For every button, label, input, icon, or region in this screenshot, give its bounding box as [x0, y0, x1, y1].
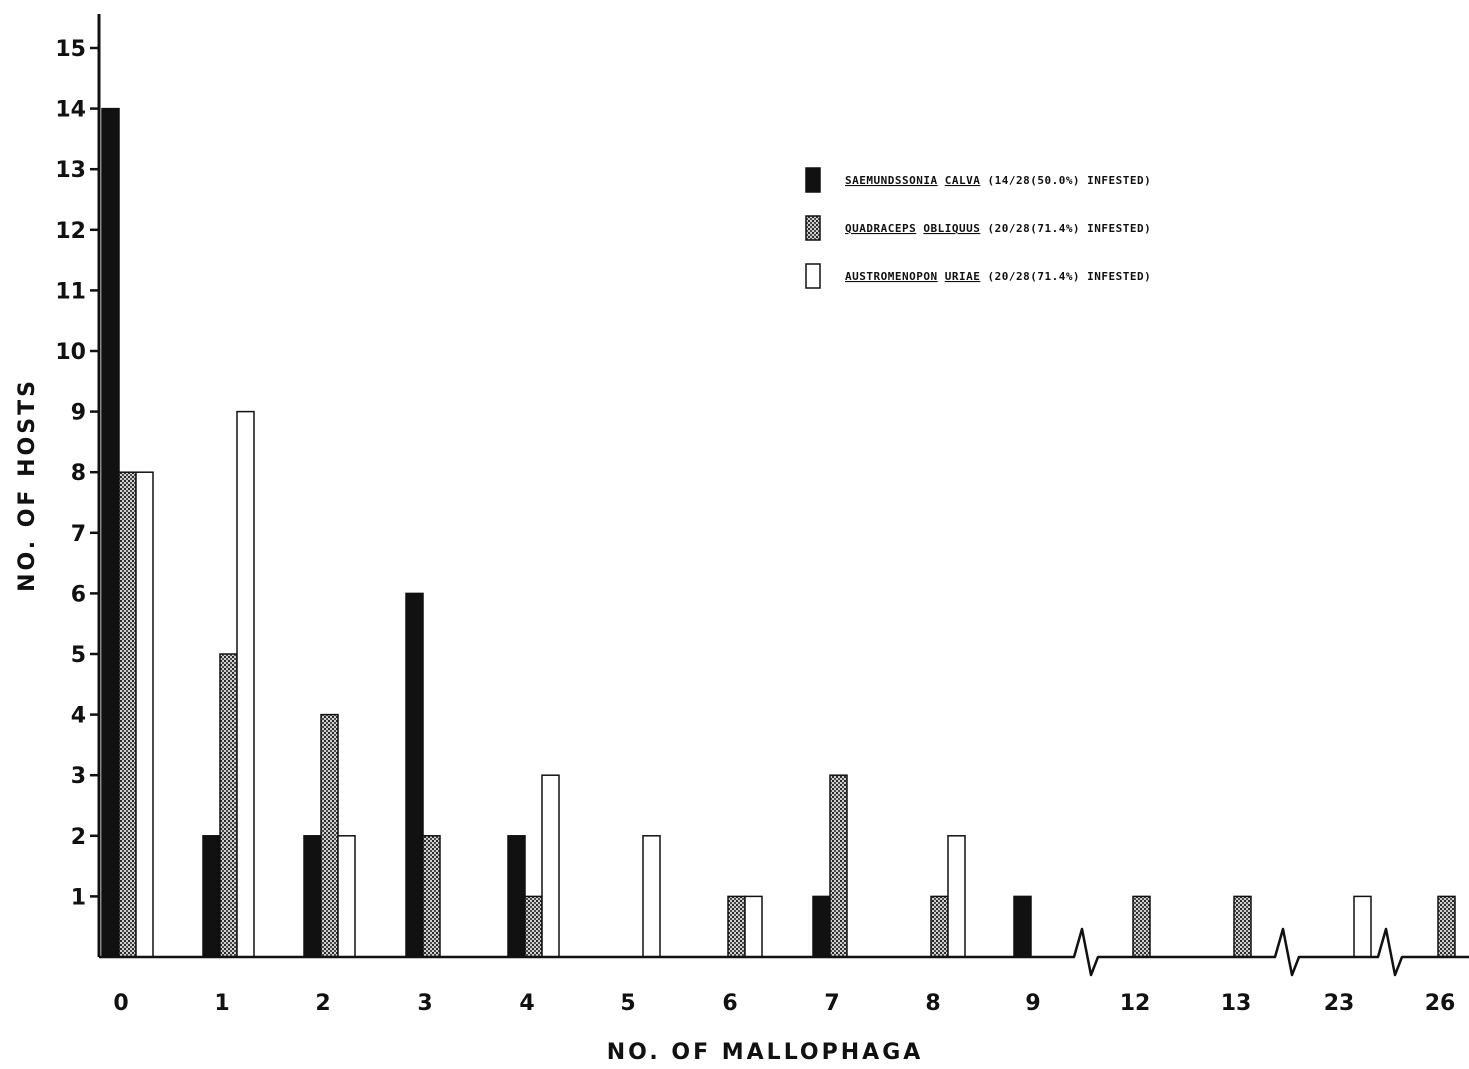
bar-quadraceps-26 — [1437, 895, 1456, 958]
x-axis-title: NO. OF MALLOPHAGA — [607, 1040, 924, 1065]
bar-quadraceps-1 — [219, 653, 238, 958]
legend-swatch-saemundssonia — [805, 167, 821, 193]
bar-saemundssonia-9 — [1013, 895, 1032, 958]
bar-austromenopon-1 — [236, 410, 255, 958]
y-tick-label-15: 15 — [55, 37, 86, 62]
x-tick-label-2: 2 — [315, 991, 330, 1016]
bars-group — [101, 107, 1456, 958]
y-tick-label-1: 1 — [71, 885, 86, 910]
y-tick-label-3: 3 — [71, 764, 86, 789]
x-tick-label-6: 6 — [722, 991, 737, 1016]
x-tick-label-0: 0 — [113, 991, 128, 1016]
x-tick-label-7: 7 — [824, 991, 839, 1016]
y-tick-label-4: 4 — [71, 704, 86, 729]
bar-quadraceps-3 — [422, 835, 441, 958]
bar-quadraceps-13 — [1233, 895, 1252, 958]
y-tick-label-5: 5 — [71, 643, 86, 668]
y-tick-label-12: 12 — [55, 219, 86, 244]
bar-austromenopon-4 — [541, 774, 560, 958]
bar-saemundssonia-2 — [303, 835, 322, 958]
bar-austromenopon-2 — [337, 835, 356, 958]
y-tick-label-7: 7 — [71, 522, 86, 547]
y-tick-label-10: 10 — [55, 340, 86, 365]
x-tick-label-12: 12 — [1120, 991, 1151, 1016]
x-tick-label-8: 8 — [925, 991, 940, 1016]
bar-quadraceps-2 — [320, 713, 339, 958]
y-tick-label-14: 14 — [55, 98, 86, 123]
x-tick-label-26: 26 — [1425, 991, 1456, 1016]
bar-austromenopon-0 — [135, 471, 154, 958]
x-tick-label-4: 4 — [519, 991, 534, 1016]
x-axis-line — [99, 927, 1469, 977]
legend-label-saemundssonia: SAEMUNDSSONIA CALVA (14/28(50.0%) INFEST… — [845, 174, 1151, 187]
bar-quadraceps-0 — [118, 471, 137, 958]
legend: SAEMUNDSSONIA CALVA (14/28(50.0%) INFEST… — [805, 167, 1151, 289]
y-tick-label-13: 13 — [55, 158, 86, 183]
bar-austromenopon-23 — [1353, 895, 1372, 958]
x-tick-label-5: 5 — [620, 991, 635, 1016]
bar-austromenopon-8 — [947, 835, 966, 958]
bar-quadraceps-12 — [1132, 895, 1151, 958]
y-tick-label-9: 9 — [71, 401, 86, 426]
bar-saemundssonia-7 — [812, 895, 831, 958]
bar-saemundssonia-0 — [101, 107, 120, 958]
x-tick-label-23: 23 — [1324, 991, 1355, 1016]
bar-quadraceps-7 — [829, 774, 848, 958]
legend-swatch-quadraceps — [805, 215, 821, 241]
bar-quadraceps-6 — [727, 895, 746, 958]
y-tick-label-8: 8 — [71, 461, 86, 486]
y-axis-title: NO. OF HOSTS — [15, 378, 40, 592]
bar-saemundssonia-3 — [405, 592, 424, 958]
x-tick-label-13: 13 — [1221, 991, 1252, 1016]
bar-quadraceps-8 — [930, 895, 949, 958]
x-axis: 0 1 2 3 4 5 6 7 8 9 12 13 23 26 — [99, 927, 1469, 1016]
x-tick-label-9: 9 — [1025, 991, 1040, 1016]
legend-label-austromenopon: AUSTROMENOPON URIAE (20/28(71.4%) INFEST… — [845, 270, 1151, 283]
y-tick-label-6: 6 — [71, 582, 86, 607]
bar-austromenopon-6 — [744, 895, 763, 958]
legend-swatch-austromenopon — [805, 263, 821, 289]
bar-quadraceps-4 — [524, 895, 543, 958]
bar-austromenopon-5 — [642, 835, 661, 958]
y-tick-label-2: 2 — [71, 825, 86, 850]
x-tick-label-3: 3 — [417, 991, 432, 1016]
legend-label-quadraceps: QUADRACEPS OBLIQUUS (20/28(71.4%) INFEST… — [845, 222, 1151, 235]
x-tick-label-1: 1 — [214, 991, 229, 1016]
y-tick-label-11: 11 — [55, 279, 86, 304]
bar-saemundssonia-1 — [202, 835, 221, 958]
bar-saemundssonia-4 — [507, 835, 526, 958]
